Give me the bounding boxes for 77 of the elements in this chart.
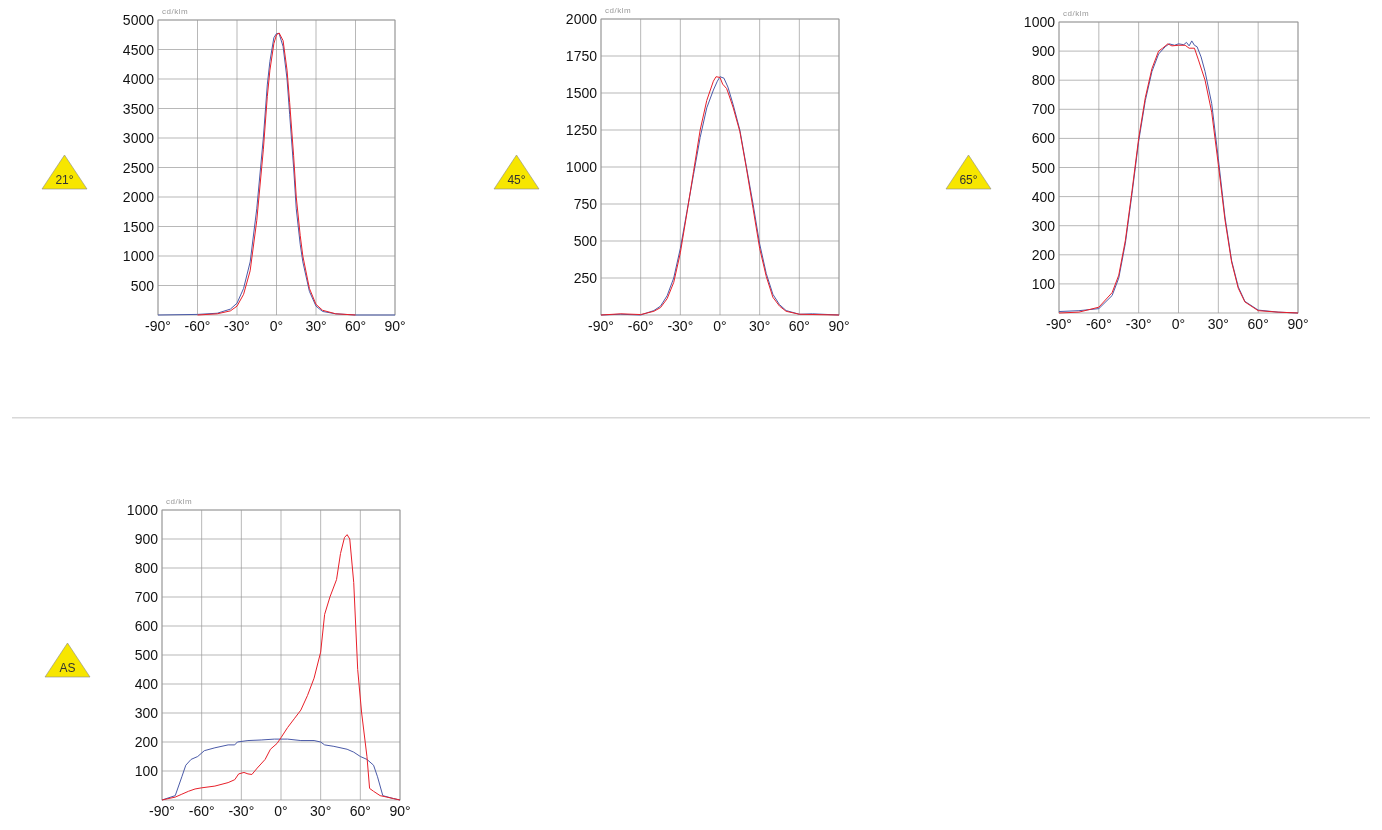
x-tick-label: 60° xyxy=(344,318,367,334)
y-tick-label: 4500 xyxy=(122,41,155,58)
y-tick-label: 1500 xyxy=(565,85,598,101)
y-tick-label: 1250 xyxy=(565,122,598,138)
y-tick-label: 1000 xyxy=(1023,14,1056,30)
y-tick-label: 1000 xyxy=(126,502,159,518)
y-tick-label: 900 xyxy=(134,531,159,547)
y-tick-label: 100 xyxy=(1031,275,1056,292)
x-tick-label: -90° xyxy=(149,803,175,819)
y-tick-label: 500 xyxy=(130,277,155,294)
x-tick-label: 30° xyxy=(1207,316,1229,332)
y-tick-label: 600 xyxy=(1031,130,1056,147)
y-tick-label: 200 xyxy=(1031,246,1056,263)
x-tick-label: -90° xyxy=(588,318,614,334)
x-tick-label: 0° xyxy=(274,803,288,819)
line-series xyxy=(197,32,356,316)
y-tick-label: 3500 xyxy=(122,100,155,117)
text: 65° xyxy=(959,173,978,187)
y-tick-label: 3000 xyxy=(122,130,155,146)
x-tick-label: 90° xyxy=(828,318,850,334)
x-tick-label: 60° xyxy=(1247,316,1269,332)
y-tick-label: 500 xyxy=(573,233,598,249)
y-tick-label: 200 xyxy=(134,734,159,750)
y-axis-title: cd/klm xyxy=(605,6,632,15)
y-tick-label: 800 xyxy=(1031,72,1056,89)
y-tick-label: 700 xyxy=(1031,101,1056,118)
x-tick-label: -30° xyxy=(228,803,255,819)
x-tick-label: -60° xyxy=(627,318,654,334)
x-tick-label: 30° xyxy=(305,318,327,334)
x-tick-label: 90° xyxy=(1287,316,1309,332)
y-tick-label: 1500 xyxy=(122,218,155,235)
y-tick-label: 2500 xyxy=(122,159,155,176)
x-tick-label: 0° xyxy=(269,318,284,334)
y-tick-label: 1000 xyxy=(122,248,155,264)
x-tick-label: 60° xyxy=(788,318,810,334)
text: AS xyxy=(59,661,76,675)
x-tick-label: -30° xyxy=(1125,316,1152,332)
x-tick-label: -30° xyxy=(224,318,250,334)
y-axis-title: cd/klm xyxy=(162,7,189,16)
y-tick-label: 5000 xyxy=(122,12,155,28)
y-axis-title: cd/klm xyxy=(1063,9,1090,18)
text: 21° xyxy=(55,173,74,187)
y-tick-label: 2000 xyxy=(565,11,598,27)
x-tick-label: -30° xyxy=(667,318,694,334)
y-tick-label: 800 xyxy=(134,560,159,576)
y-tick-label: 900 xyxy=(1031,43,1056,60)
x-tick-label: 0° xyxy=(1171,316,1186,332)
x-tick-label: -90° xyxy=(1046,316,1072,332)
y-tick-label: 1000 xyxy=(565,159,598,175)
x-tick-label: -60° xyxy=(1085,316,1112,332)
line-series xyxy=(157,33,396,316)
x-tick-label: -60° xyxy=(184,318,211,334)
y-tick-label: 500 xyxy=(1031,159,1056,176)
y-tick-label: 2000 xyxy=(122,189,155,205)
y-tick-label: 600 xyxy=(134,618,159,634)
y-tick-label: 1750 xyxy=(565,48,598,64)
x-tick-label: 30° xyxy=(310,803,332,819)
y-tick-label: 400 xyxy=(1031,188,1056,205)
y-tick-label: 750 xyxy=(573,196,598,212)
y-tick-label: 500 xyxy=(134,647,159,663)
x-tick-label: 90° xyxy=(384,318,406,334)
line-series xyxy=(161,534,401,801)
y-axis-title: cd/klm xyxy=(166,497,193,506)
x-tick-label: 90° xyxy=(389,803,411,819)
text: 45° xyxy=(507,173,526,187)
y-tick-label: 300 xyxy=(1031,217,1056,234)
x-tick-label: 60° xyxy=(349,803,371,819)
y-tick-label: 250 xyxy=(573,270,598,286)
x-tick-label: 30° xyxy=(749,318,771,334)
x-tick-label: -60° xyxy=(188,803,215,819)
x-tick-label: 0° xyxy=(713,318,727,334)
x-tick-label: -90° xyxy=(145,318,171,334)
y-tick-label: 300 xyxy=(134,705,159,721)
y-tick-label: 4000 xyxy=(122,71,155,87)
y-tick-label: 400 xyxy=(134,676,159,692)
y-tick-label: 700 xyxy=(134,589,159,605)
y-tick-label: 100 xyxy=(134,763,159,779)
